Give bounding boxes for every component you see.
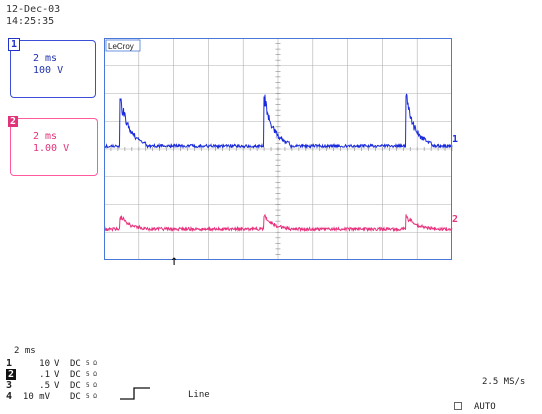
channel-2-tab: 2	[8, 116, 18, 127]
trigger-source: Line	[188, 390, 210, 400]
footer-timebase: 2 ms	[14, 346, 36, 356]
trigger-mode-indicator-icon	[454, 402, 462, 410]
sample-rate: 2.5 MS/s	[482, 377, 525, 387]
trigger-position-arrow-icon: ↑	[170, 254, 178, 268]
trace-2-label: 2	[452, 214, 458, 225]
footer-row-ch4: 4 10 mV DC 5 Ω	[6, 391, 97, 403]
brand-label: LeCroy	[108, 42, 134, 51]
scope-display[interactable]: LeCroy 1 2	[104, 38, 460, 260]
channel-1-tab: 1	[8, 38, 20, 51]
time-label: 14:25:35	[6, 16, 60, 28]
timestamp: 12-Dec-03 14:25:35	[6, 4, 60, 28]
channel-1-scale: 100 V	[33, 65, 63, 77]
trigger-slope-icon	[120, 386, 160, 402]
channel-1-timebase: 2 ms	[33, 53, 57, 65]
trigger-mode[interactable]: AUTO	[454, 402, 496, 412]
channel-2-timebase: 2 ms	[33, 131, 57, 143]
trigger-mode-label: AUTO	[474, 402, 496, 412]
channel-1-box[interactable]: 1 2 ms 100 V	[10, 40, 96, 98]
date-label: 12-Dec-03	[6, 4, 60, 16]
channel-2-scale: 1.00 V	[33, 143, 69, 155]
trace-1-label: 1	[452, 134, 458, 145]
channel-2-box[interactable]: 2 2 ms 1.00 V	[10, 118, 98, 176]
